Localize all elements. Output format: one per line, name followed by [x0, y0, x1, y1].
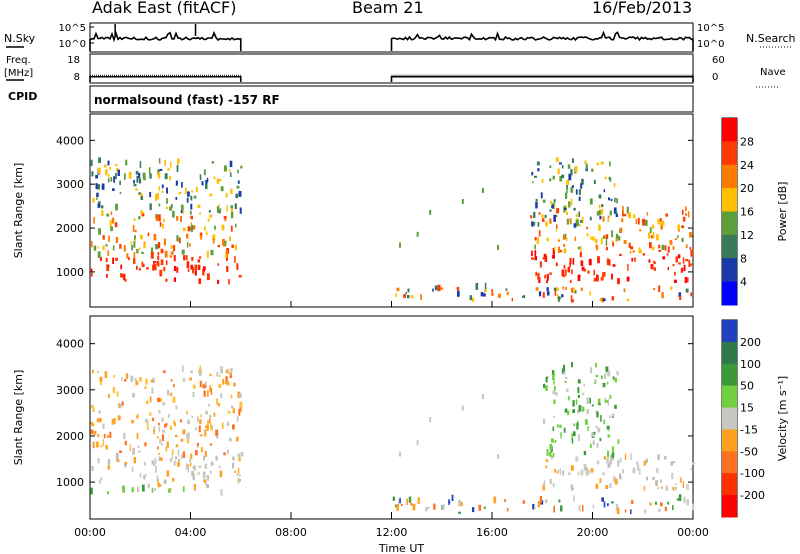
- velocity-panel-frame: [89, 315, 694, 520]
- power-panel-cells: [90, 157, 694, 303]
- freq-ytick: 8: [74, 72, 80, 83]
- power-isolated-point: [399, 242, 402, 248]
- velocity-isolated-point: [497, 454, 500, 460]
- power-panel-ytick: 4000: [56, 134, 84, 147]
- velocity-panel-colorbar-tick: -100: [740, 467, 765, 480]
- x-tick-label: 08:00: [275, 526, 307, 539]
- nsearch-ytick: 10^5: [697, 23, 724, 34]
- velocity-panel-cells: [90, 361, 695, 515]
- power-panel-colorbar-swatch: [722, 141, 737, 166]
- power-isolated-point: [416, 231, 419, 237]
- velocity-panel-ylabel: Slant Range [km]: [12, 370, 25, 466]
- power-panel-colorbar-tick: 16: [740, 206, 754, 219]
- freq-unit: [MHz]: [4, 68, 33, 79]
- velocity-isolated-point: [416, 440, 419, 446]
- x-axis-label: Time UT: [378, 542, 424, 554]
- power-panel-ytick: 2000: [56, 222, 84, 235]
- velocity-panel-ytick: 3000: [56, 384, 84, 397]
- date-title: 16/Feb/2013: [592, 0, 693, 17]
- power-panel-colorbar-tick: 8: [740, 252, 747, 265]
- power-panel-colorbar-swatch: [722, 188, 737, 212]
- freq-ytick: 18: [67, 55, 80, 66]
- beam-title: Beam 21: [352, 0, 424, 17]
- velocity-isolated-point: [481, 394, 484, 400]
- velocity-isolated-point: [399, 451, 402, 457]
- nave-ytick: 0: [712, 72, 718, 83]
- nsearch-ytick: 10^0: [697, 39, 724, 50]
- nave-ytick: 60: [712, 55, 725, 66]
- velocity-isolated-point: [429, 417, 432, 423]
- x-tick-label: 00:00: [677, 526, 709, 539]
- power-panel-colorbar-label: Power [dB]: [776, 182, 789, 242]
- power-panel-ytick: 3000: [56, 178, 84, 191]
- power-panel-colorbar-tick: 4: [740, 276, 747, 289]
- power-isolated-point: [497, 244, 500, 250]
- velocity-panel-colorbar-swatch: [722, 385, 737, 409]
- velocity-panel-colorbar-swatch: [722, 429, 737, 452]
- velocity-panel-colorbar-swatch: [722, 320, 737, 343]
- velocity-panel-colorbar-swatch: [722, 473, 737, 496]
- nsky-frame: [89, 22, 694, 53]
- velocity-panel-ytick: 1000: [56, 476, 84, 489]
- velocity-panel-colorbar-tick: 15: [740, 402, 754, 415]
- velocity-panel-colorbar-swatch: [722, 407, 737, 430]
- power-panel-colorbar-swatch: [722, 281, 737, 306]
- power-isolated-point: [461, 198, 464, 204]
- x-tick-label: 16:00: [476, 526, 508, 539]
- nsearch-label: N.Search: [746, 32, 796, 45]
- power-isolated-point: [429, 209, 432, 215]
- velocity-panel-colorbar-tick: -15: [740, 423, 758, 436]
- freq-label: Freq.: [6, 55, 31, 66]
- x-tick-label: 12:00: [376, 526, 408, 539]
- x-tick-label: 04:00: [175, 526, 207, 539]
- nsky-ytick: 10^5: [59, 23, 86, 34]
- nsky-ytick: 10^0: [59, 39, 86, 50]
- power-panel-colorbar-swatch: [722, 258, 737, 283]
- velocity-panel-ytick: 2000: [56, 430, 84, 443]
- power-panel-colorbar-swatch: [722, 211, 737, 236]
- velocity-panel-colorbar-swatch: [722, 363, 737, 387]
- power-panel-ylabel: Slant Range [km]: [12, 163, 25, 259]
- nsky-trace: [89, 30, 242, 51]
- velocity-panel-colorbar-label: Velocity [m s⁻¹]: [776, 376, 789, 461]
- nsky-trace: [390, 30, 694, 51]
- power-panel-colorbar-swatch: [722, 118, 737, 142]
- velocity-panel-ytick: 4000: [56, 338, 84, 351]
- power-panel-colorbar-tick: 24: [740, 159, 754, 172]
- cpid-text: normalsound (fast) -157 RF: [94, 93, 280, 107]
- power-isolated-point: [481, 187, 484, 193]
- power-panel-colorbar-tick: 12: [740, 229, 754, 242]
- freq-trace: [390, 75, 694, 82]
- power-panel-colorbar-swatch: [722, 164, 737, 189]
- velocity-panel-colorbar-swatch: [722, 495, 737, 518]
- cpid-frame: [89, 85, 694, 113]
- cpid-label: CPID: [8, 90, 37, 103]
- velocity-isolated-point: [461, 405, 464, 411]
- velocity-panel-colorbar-swatch: [722, 341, 737, 365]
- velocity-panel-colorbar-tick: 100: [740, 358, 761, 371]
- power-panel-ytick: 1000: [56, 266, 84, 279]
- velocity-panel-colorbar-swatch: [722, 451, 737, 474]
- nsky-label: N.Sky: [4, 32, 36, 45]
- velocity-panel-colorbar-tick: 50: [740, 380, 754, 393]
- x-tick-label: 20:00: [577, 526, 609, 539]
- power-panel-colorbar-tick: 20: [740, 182, 754, 195]
- velocity-panel-colorbar-tick: 200: [740, 336, 761, 349]
- nave-label: Nave: [760, 67, 786, 78]
- station-title: Adak East (fitACF): [92, 0, 237, 17]
- power-panel-colorbar-tick: 28: [740, 135, 754, 148]
- freq-frame: [89, 53, 694, 84]
- power-panel-colorbar-swatch: [722, 234, 737, 259]
- x-tick-label: 00:00: [74, 526, 106, 539]
- velocity-panel-colorbar-tick: -50: [740, 445, 758, 458]
- freq-trace: [89, 75, 242, 82]
- velocity-panel-colorbar-tick: -200: [740, 489, 765, 502]
